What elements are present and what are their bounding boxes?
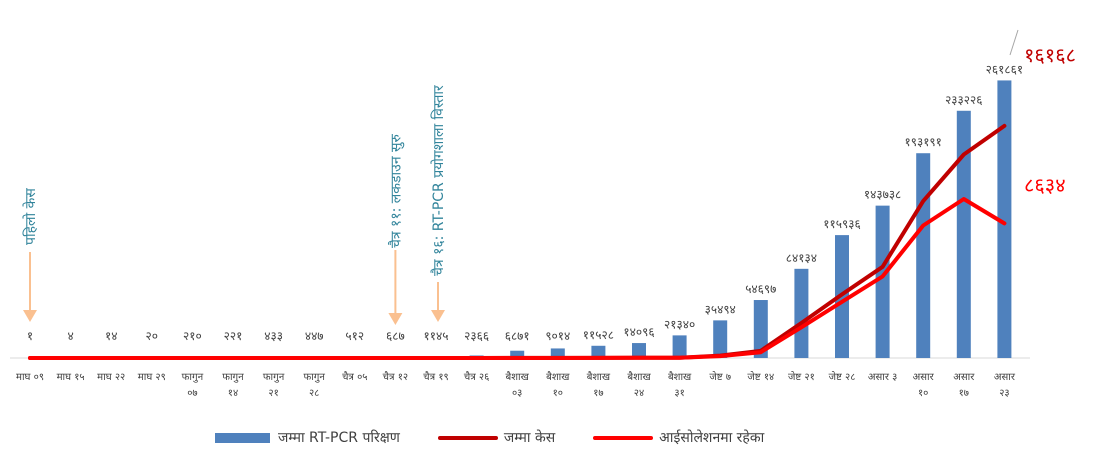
x-tick-label: बैशाख २४ [627,371,651,399]
bar-value-label: ८४१३४ [786,251,817,265]
x-tick-label: बैशाख ०३ [506,371,530,399]
x-tick-label: जेष्ट २८ [829,371,856,383]
bar-value-label: ४४७ [305,329,324,343]
bar-value-label: १ [27,329,33,343]
annotation-arrow-head [23,310,37,322]
bar-value-label: ९०१४ [545,329,570,343]
legend-swatch-isolation [593,435,654,440]
x-tick-label: बैशाख १० [546,371,570,399]
bar-value-label: २३३२२६ [945,93,982,107]
bar-tests [713,320,728,358]
x-tick-label: बैशाख ३१ [668,371,692,399]
annotation-label: चैत्र १६: RT-PCR प्रयोगशाला विस्तार [430,85,447,276]
legend: जम्मा RT-PCR परिक्षण जम्मा केस आईसोलेशनम… [215,428,802,447]
legend-swatch-cases [437,435,498,440]
bar-tests [997,80,1012,358]
bar-tests [753,300,768,358]
bar-tests [672,335,687,358]
x-tick-label: फागुन २८ [303,372,325,399]
legend-item-isolation: आईसोलेशनमा रहेका [593,428,764,447]
legend-label-cases: जम्मा केस [503,430,556,446]
end-label-total-cases: १६१६८ [1024,43,1076,67]
x-tick-label: असार २३ [994,372,1016,399]
x-tick-label: माघ २२ [97,372,125,383]
legend-label-tests: जम्मा RT-PCR परिक्षण [278,430,400,446]
bar-value-label: १४०९६ [623,325,654,339]
bar-value-label: ६८७ [386,329,405,343]
legend-label-isolation: आईसोलेशनमा रहेका [659,430,765,446]
bar-tests [632,343,646,358]
x-tick-label: जेष्ट १४ [747,371,774,383]
bar-value-label: २० [146,329,158,343]
bar-tests [510,350,525,358]
annotation-arrow-head [431,310,445,322]
x-tick-label: चैत्र १९ [423,371,448,383]
bar-tests [591,345,606,358]
bar-value-label: ५४६९७ [745,282,776,296]
x-tick-label: माघ ०९ [16,372,44,383]
x-tick-label: असार १७ [953,372,975,399]
x-tick-label: बैशाख १७ [587,371,611,399]
bar-tests [794,268,809,358]
x-tick-label: चैत्र २६ [464,371,489,383]
bar-tests [916,153,931,358]
x-tick-label: असार ३ [868,372,897,383]
bar-value-label: २६१८६१ [986,62,1023,76]
legend-swatch-tests [215,432,270,443]
legend-item-tests: जम्मा RT-PCR परिक्षण [215,428,400,447]
annotation-label: चैत्र ११: लकडाउन सुरु [387,133,404,248]
annotation-arrow-head [388,313,403,325]
bar-value-label: ४ [67,329,73,343]
bar-value-label: ३५४९४ [705,302,736,316]
bar-value-label: २२१ [224,329,243,343]
x-tick-label: माघ १५ [57,372,85,383]
annotation-label: पहिलो केस [22,188,39,245]
line-total-cases [28,123,1007,360]
x-tick-label: चैत्र ०५ [342,371,367,383]
x-tick-label: असार १० [913,372,935,399]
bar-value-label: १४ [105,329,117,343]
bar-value-label: ११४५ [424,329,449,343]
bar-value-label: ५१२ [345,329,364,343]
x-tick-label: फागुन १४ [222,372,244,399]
bar-value-label: ११५९३६ [823,217,860,231]
bar-value-label: ६८७१ [505,329,530,343]
bar-value-label: २१० [183,329,202,343]
bar-value-label: १९३१९१ [904,135,941,149]
bar-tests [956,110,971,358]
bar-value-label: १४३७३८ [864,188,901,202]
bar-tests [550,348,565,358]
end-label-isolation: ८६३४ [1024,173,1066,197]
legend-item-cases: जम्मा केस [437,428,556,447]
x-tick-label: फागुन २१ [263,372,285,399]
x-tick-label: चैत्र १२ [383,371,408,383]
bar-tests [875,205,890,358]
line-isolation [28,197,1007,360]
end-label-leader [1009,29,1019,56]
x-tick-label: फागुन ०७ [182,372,204,399]
x-tick-label: जेष्ट ७ [709,371,731,383]
bar-value-label: ११५२८ [583,328,614,342]
bar-value-label: २१३४० [664,317,695,331]
bar-value-label: ४३३ [264,329,283,343]
bar-value-label: २३६६ [464,329,489,343]
x-tick-label: जेष्ट २१ [788,371,815,383]
x-tick-label: माघ २९ [138,372,166,383]
